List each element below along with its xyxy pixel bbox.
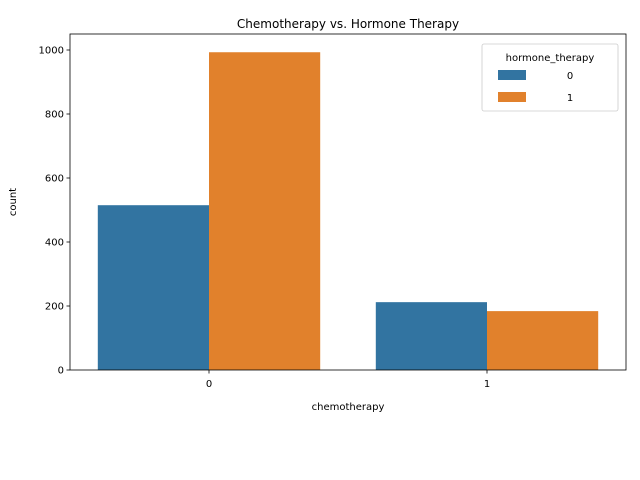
y-tick-label: 600 <box>45 174 64 185</box>
bar-series-0-cat-1 <box>375 302 487 370</box>
y-tick-label: 1000 <box>39 46 64 57</box>
bars <box>97 52 599 371</box>
x-axis-label: chemotherapy <box>312 402 385 413</box>
plot-frame <box>69 33 627 371</box>
bar-series-1-cat-0 <box>209 52 321 371</box>
y-tick-label: 400 <box>45 238 64 249</box>
legend-title: hormone_therapy <box>506 53 595 64</box>
bar-series-1-cat-1 <box>487 311 599 370</box>
legend-label-0: 0 <box>567 71 573 82</box>
legend-swatch-0 <box>498 70 526 80</box>
chart-title: Chemotherapy vs. Hormone Therapy <box>237 17 459 31</box>
bar-series-0-cat-0 <box>97 205 209 370</box>
y-axis-label: count <box>8 188 19 216</box>
y-tick-label: 800 <box>45 110 64 121</box>
y-axis: 0 200 400 600 800 1000 <box>39 46 70 377</box>
y-tick-label: 200 <box>45 302 64 313</box>
legend-swatch-1 <box>498 92 526 102</box>
legend-label-1: 1 <box>567 93 573 104</box>
x-tick-label: 0 <box>206 379 212 390</box>
y-tick-label: 0 <box>58 366 64 377</box>
x-tick-label: 1 <box>484 379 490 390</box>
legend: hormone_therapy 0 1 <box>481 43 619 112</box>
